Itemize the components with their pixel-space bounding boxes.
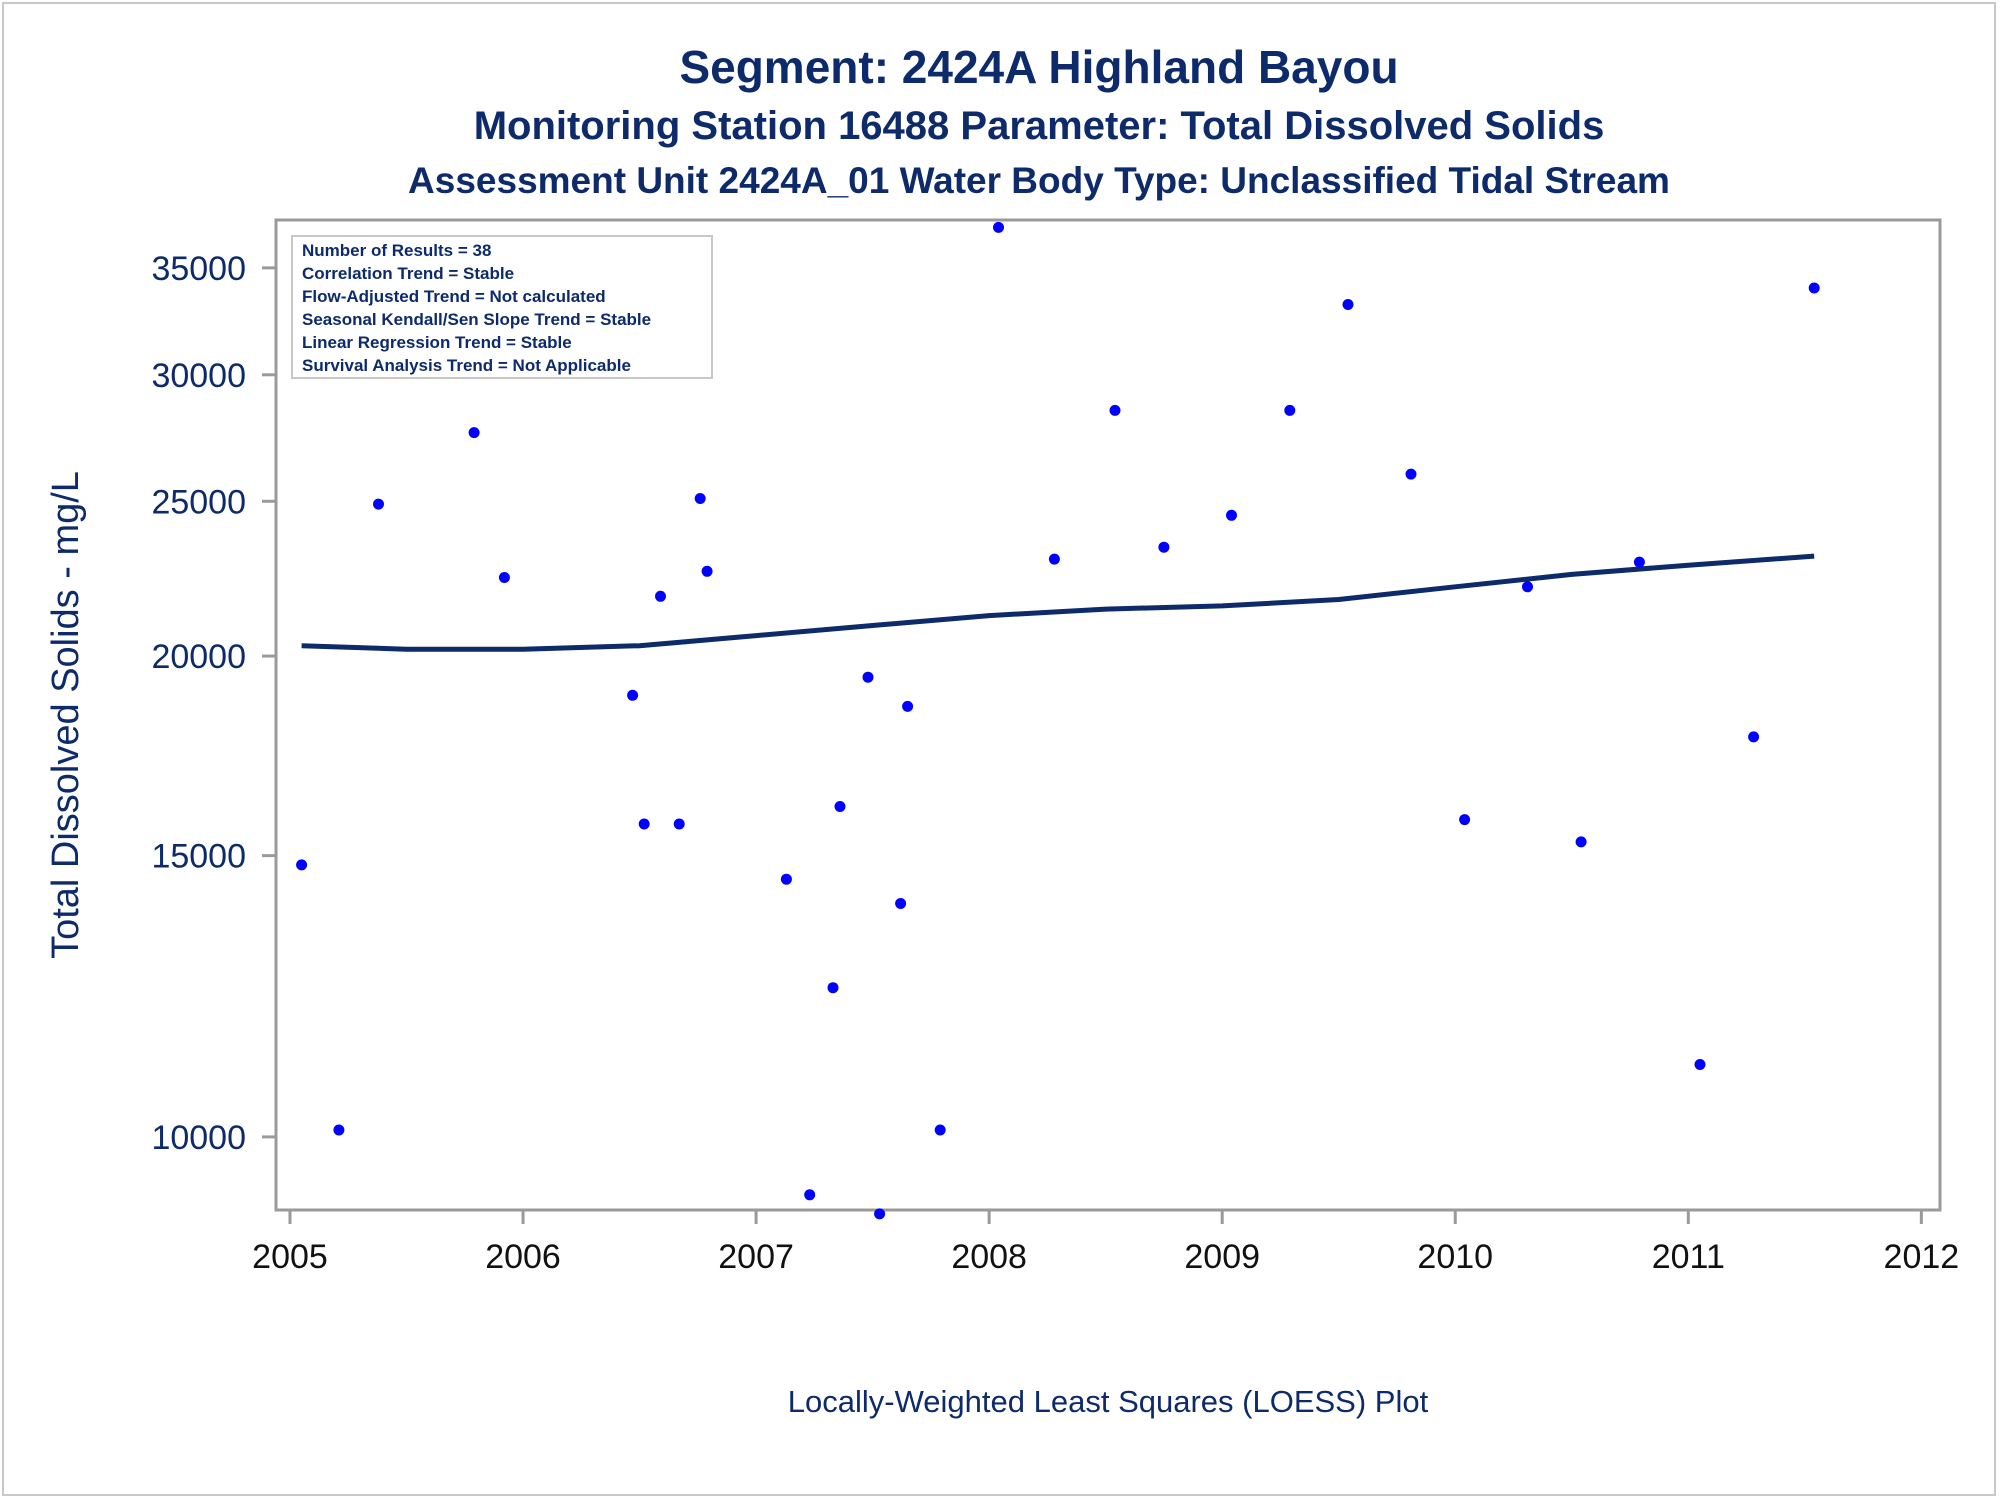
chart-subtitle-station: Monitoring Station 16488 Parameter: Tota… [473,104,1605,148]
y-axis: 10000 15000 20000 25000 30000 35000 [151,250,276,1157]
data-point [468,427,480,439]
stats-box-line: Linear Regression Trend = Stable [302,333,572,352]
data-point [827,982,839,994]
data-point [498,572,510,583]
data-point [1405,468,1417,480]
stats-box-line: Number of Results = 38 [302,241,491,260]
data-point [1575,836,1587,848]
stats-box-line: Correlation Trend = Stable [302,264,514,283]
data-point [1694,1059,1706,1070]
data-point [1109,404,1121,416]
data-point [638,818,650,830]
stats-box-line: Seasonal Kendall/Sen Slope Trend = Stabl… [302,310,651,329]
plot-area [274,218,1942,1212]
y-tick-label: 10000 [151,1119,246,1157]
chart-title: Segment: 2424A Highland Bayou [679,41,1399,93]
chart-subtitle-assessment: Assessment Unit 2424A_01 Water Body Type… [408,160,1670,201]
data-point [902,700,914,712]
data-point [1808,282,1820,294]
data-point [1748,731,1760,743]
x-tick-label: 2005 [252,1238,328,1276]
x-tick-label: 2012 [1884,1238,1960,1276]
x-tick-label: 2006 [485,1238,561,1276]
stats-box-lines: Number of Results = 38 Correlation Trend … [302,241,651,375]
data-point [934,1124,946,1136]
data-point [373,498,384,510]
data-point [1522,581,1533,593]
data-point [804,1189,816,1201]
x-tick-label: 2009 [1184,1238,1260,1276]
stats-box-border [291,235,713,379]
y-axis-title: Total Dissolved Solids - mg/L [45,471,87,959]
data-point [333,1124,345,1136]
y-tick-label: 35000 [151,250,246,288]
data-point [874,1208,886,1220]
loess-layer [301,553,1815,652]
data-point [701,565,713,577]
data-point [1158,541,1170,553]
data-point [655,590,666,602]
x-tick-label: 2008 [951,1238,1027,1276]
x-tick-label: 2011 [1652,1238,1725,1276]
x-tick-label: 2010 [1417,1238,1493,1276]
data-point [694,493,706,504]
loess-line [301,553,1815,652]
data-point [1459,814,1471,826]
data-point [1226,509,1237,521]
y-tick-label: 30000 [151,357,246,395]
data-point [862,671,874,683]
data-point [780,873,792,885]
footnote: Locally-Weighted Least Squares (LOESS) P… [788,1384,1429,1419]
data-point [1048,553,1060,565]
data-point [834,801,846,812]
x-tick-label: 2007 [718,1238,794,1276]
data-point [296,859,308,871]
stats-box-line: Flow-Adjusted Trend = Not calculated [302,287,606,306]
data-point [1284,404,1296,416]
y-tick-label: 25000 [151,483,246,521]
data-point [627,689,639,701]
stats-box: Number of Results = 38 Correlation Trend … [291,235,713,379]
stats-box-line: Survival Analysis Trend = Not Applicable [302,356,631,375]
y-tick-label: 20000 [151,638,246,676]
data-point [1342,299,1354,310]
x-axis: 2005 2006 2007 2008 2009 2010 2011 2012 [252,1210,1959,1276]
data-point [673,818,685,830]
data-point [993,221,1004,233]
data-point [1633,556,1645,568]
data-point [895,898,907,909]
y-tick-label: 15000 [151,838,246,876]
